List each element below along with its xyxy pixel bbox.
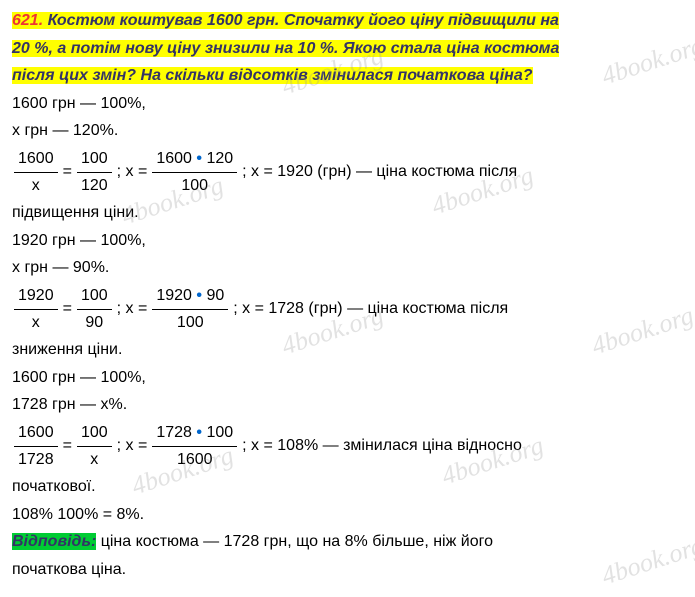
denominator: x [77, 447, 112, 473]
problem-line-3: після цих змін? На скільки відсотків змі… [12, 63, 683, 89]
solution-line: підвищення ціни. [12, 200, 683, 226]
problem-line-2: 20 %, а потім нову ціну знизили на 10 %.… [12, 36, 683, 62]
text: ; x = [117, 433, 148, 459]
solution-line: x грн — 90%. [12, 255, 683, 281]
dot-icon: • [196, 150, 202, 167]
result-text: ; x = 108% — змінилася ціна відносно [242, 433, 522, 459]
equation-3: 1600 1728 = 100 x ; x = 1728 • 100 1600 … [12, 420, 683, 472]
equals: = [63, 433, 72, 459]
numerator: 1600 • 120 [152, 146, 237, 173]
answer-label: Відповідь: [12, 533, 96, 550]
solution-line: 1920 грн — 100%, [12, 228, 683, 254]
denominator: x [14, 310, 58, 336]
solution-line: 108% 100% = 8%. [12, 502, 683, 528]
equals: = [63, 159, 72, 185]
dot-icon: • [196, 287, 202, 304]
problem-text-1: Костюм коштував 1600 грн. Спочатку його … [43, 12, 559, 29]
dot-icon: • [196, 424, 202, 441]
denominator: 1728 [14, 447, 58, 473]
answer-text-a: ціна костюма — 1728 грн, що на 8% більше… [96, 533, 493, 550]
denominator: 1600 [152, 447, 237, 473]
equation-2: 1920 x = 100 90 ; x = 1920 • 90 100 ; x … [12, 283, 683, 335]
fraction: 1600 x [14, 146, 58, 198]
denominator: 90 [77, 310, 112, 336]
numerator: 100 [77, 420, 112, 447]
fraction: 100 x [77, 420, 112, 472]
numerator: 100 [77, 283, 112, 310]
denominator: 100 [152, 173, 237, 199]
numerator: 1600 [14, 146, 58, 173]
text: ; x = [117, 159, 148, 185]
solution-line: початкової. [12, 474, 683, 500]
numerator: 1600 [14, 420, 58, 447]
text: ; x = [117, 296, 148, 322]
equals: = [63, 296, 72, 322]
problem-line-1: 621. Костюм коштував 1600 грн. Спочатку … [12, 8, 683, 34]
problem-text-3: після цих змін? На скільки відсотків змі… [12, 67, 533, 84]
fraction: 1728 • 100 1600 [152, 420, 237, 472]
solution-line: 1728 грн — x%. [12, 392, 683, 418]
numerator: 1728 • 100 [152, 420, 237, 447]
denominator: 100 [152, 310, 228, 336]
fraction: 100 90 [77, 283, 112, 335]
denominator: x [14, 173, 58, 199]
result-text: ; x = 1920 (грн) — ціна костюма після [242, 159, 517, 185]
answer-line-2: початкова ціна. [12, 557, 683, 583]
result-text: ; x = 1728 (грн) — ціна костюма після [233, 296, 508, 322]
solution-line: 1600 грн — 100%, [12, 91, 683, 117]
solution-line: 1600 грн — 100%, [12, 365, 683, 391]
equation-1: 1600 x = 100 120 ; x = 1600 • 120 100 ; … [12, 146, 683, 198]
solution-line: зниження ціни. [12, 337, 683, 363]
numerator: 1920 • 90 [152, 283, 228, 310]
solution-line: x грн — 120%. [12, 118, 683, 144]
numerator: 1920 [14, 283, 58, 310]
fraction: 1600 • 120 100 [152, 146, 237, 198]
fraction: 1600 1728 [14, 420, 58, 472]
answer-line-1: Відповідь: ціна костюма — 1728 грн, що н… [12, 529, 683, 555]
problem-number: 621. [12, 12, 43, 29]
fraction: 1920 x [14, 283, 58, 335]
denominator: 120 [77, 173, 112, 199]
fraction: 100 120 [77, 146, 112, 198]
numerator: 100 [77, 146, 112, 173]
fraction: 1920 • 90 100 [152, 283, 228, 335]
problem-text-2: 20 %, а потім нову ціну знизили на 10 %.… [12, 40, 559, 57]
